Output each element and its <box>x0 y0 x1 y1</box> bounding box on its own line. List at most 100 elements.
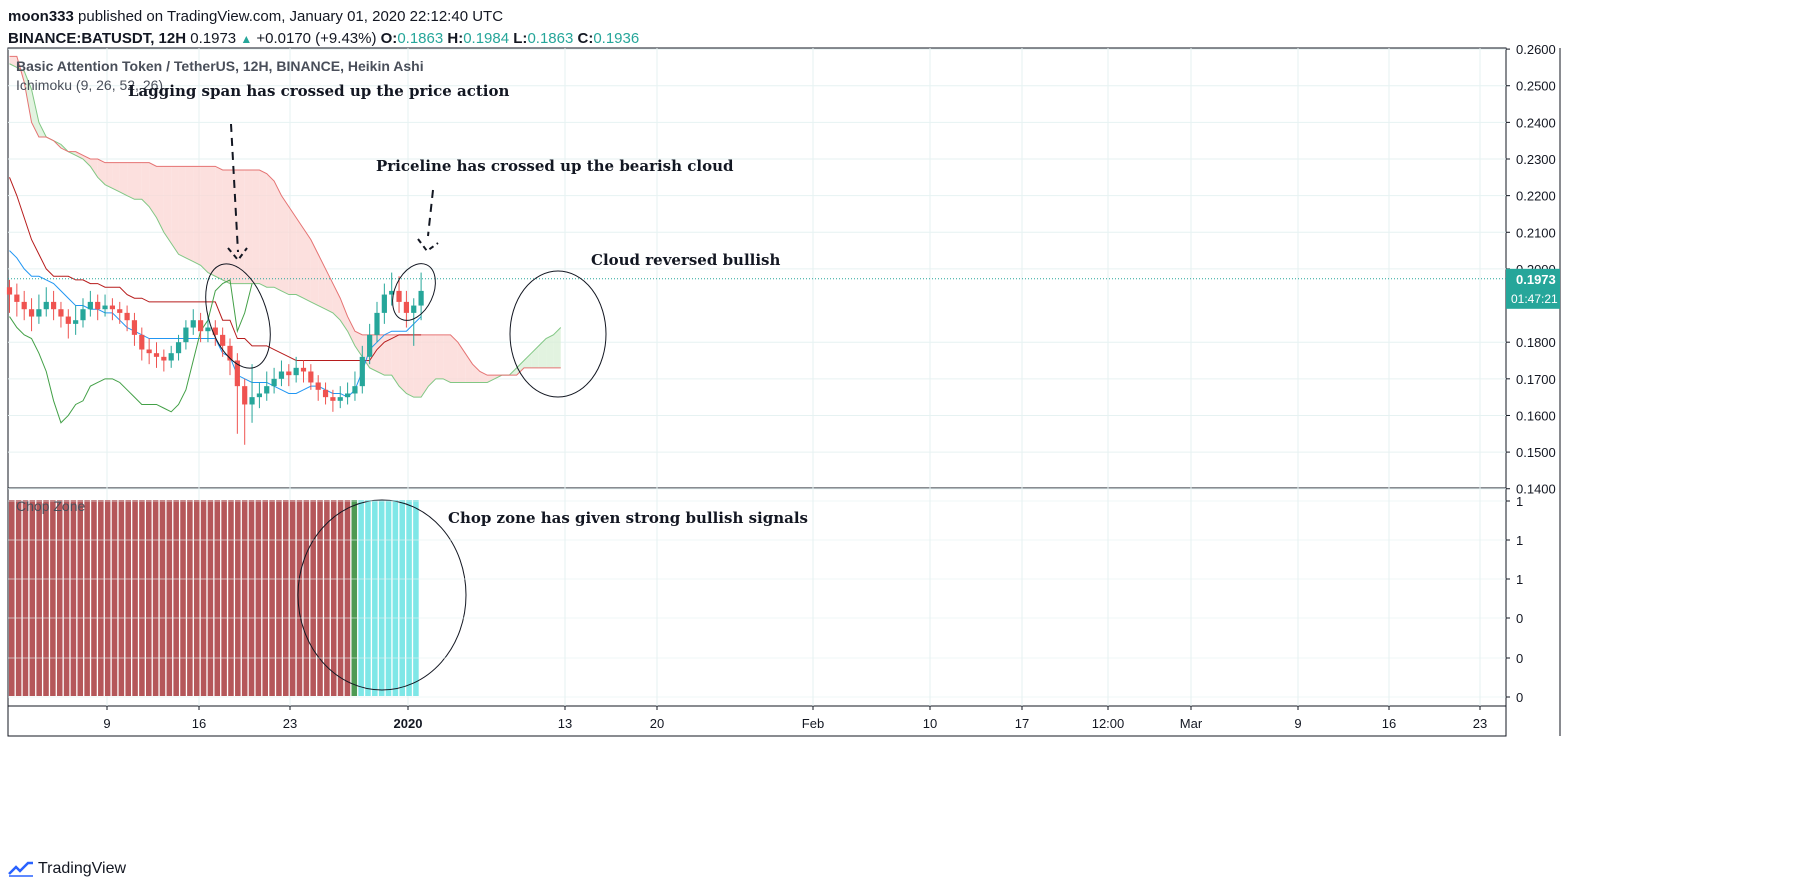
open-label: O: <box>380 30 398 47</box>
ichimoku-cloud-segment <box>75 151 83 160</box>
candle-body <box>381 294 387 313</box>
last-price-label: 0.1973 <box>1516 272 1556 287</box>
chop-zone-bar <box>200 500 207 696</box>
chop-zone-bar <box>378 500 385 696</box>
ellipse-lagging-span <box>205 263 271 369</box>
chop-zone-bar <box>283 500 289 696</box>
candle-body <box>286 371 292 376</box>
candle-body <box>14 294 20 302</box>
candle-body <box>80 309 86 321</box>
candle-body <box>131 320 138 335</box>
chop-zone-bar <box>193 500 200 696</box>
chop-zone-bar <box>180 500 186 696</box>
chop-zone-bar <box>139 500 145 696</box>
candle-body <box>175 342 182 354</box>
y-tick-label: 0.2100 <box>1516 225 1556 240</box>
candle-body <box>220 334 226 346</box>
annotation-chop-zone: Chop zone has given strong bullish signa… <box>448 509 808 527</box>
arrow-lagging-span <box>230 123 239 253</box>
ichimoku-cloud-segment <box>193 166 201 266</box>
candle-body <box>161 356 167 361</box>
ichimoku-cloud-segment <box>97 159 106 185</box>
chop-zone-bar <box>36 500 42 696</box>
ichimoku-cloud-segment <box>546 334 554 368</box>
chop-zone-bar <box>228 500 234 696</box>
chop-zone-bar <box>351 500 358 696</box>
indicator-label: Ichimoku (9, 26, 52, 26) <box>16 77 163 93</box>
ichimoku-cloud-segment <box>171 166 179 255</box>
x-tick-label: 12:00 <box>1092 716 1125 731</box>
y-tick-label: 0 <box>1516 690 1523 705</box>
chop-zone-bar <box>63 500 70 696</box>
chop-zone-bar <box>221 500 227 696</box>
high-label: H: <box>447 30 464 47</box>
ichimoku-cloud-segment <box>163 166 172 244</box>
candle-body <box>58 309 64 317</box>
candle-body <box>146 349 152 354</box>
candle-body <box>117 309 123 313</box>
candle-body <box>168 353 174 361</box>
time-axis <box>7 705 1507 737</box>
ichimoku-cloud-segment <box>303 228 311 302</box>
publish-info: moon333 published on TradingView.com, Ja… <box>8 8 503 25</box>
ichimoku-cloud-segment <box>90 159 98 178</box>
candle-body <box>73 320 79 324</box>
annotation-priceline: Priceline has crossed up the bearish clo… <box>376 157 734 175</box>
candle-body <box>28 309 35 317</box>
chop-zone-bar <box>77 500 84 696</box>
chop-zone-bar <box>173 500 179 696</box>
ichimoku-cloud-segment <box>215 166 223 280</box>
ichimoku-cloud-segment <box>274 180 282 291</box>
candle-body <box>315 382 321 390</box>
x-tick-label: 23 <box>283 716 297 731</box>
symbol-info: BINANCE:BATUSDT, 12H 0.1973 ▲ +0.0170 (+… <box>8 30 639 47</box>
publisher-name[interactable]: moon333 <box>8 8 74 25</box>
ichimoku-cloud-segment <box>281 195 289 295</box>
candle-body <box>330 397 336 401</box>
ichimoku-cloud-segment <box>421 334 429 398</box>
chop-zone-bar <box>43 500 49 696</box>
chop-zone-bar <box>241 500 248 696</box>
y-tick-label: 1 <box>1516 572 1523 587</box>
ichimoku-cloud-segment <box>450 334 458 383</box>
close-value: 0.1936 <box>593 30 640 47</box>
annotation-lagging-span: Lagging span has crossed up the price ac… <box>128 82 510 100</box>
y-tick-label: 0.2400 <box>1516 115 1556 130</box>
ichimoku-cloud-segment <box>340 298 348 332</box>
chop-zone-bar <box>413 500 419 696</box>
y-tick-label: 0.1400 <box>1516 482 1556 497</box>
chop-zone-bar <box>15 500 22 696</box>
y-tick-label: 0.2500 <box>1516 79 1556 94</box>
ichimoku-cloud-segment <box>332 283 341 321</box>
chop-zone-bar <box>255 500 262 696</box>
chop-zone-bar <box>337 500 344 696</box>
footer: TradingView <box>8 860 126 878</box>
ichimoku-cloud-segment <box>185 166 194 262</box>
chop-zone-bar <box>406 500 412 696</box>
candle-body <box>227 345 233 361</box>
ichimoku-cloud-segment <box>435 334 444 379</box>
ichimoku-cloud-segment <box>538 338 547 368</box>
candle-body <box>367 334 373 357</box>
annotation-cloud-reversed: Cloud reversed bullish <box>591 251 780 269</box>
chop-zone-bar <box>248 500 255 696</box>
chop-zone-bar <box>276 500 282 696</box>
last-price-badge <box>1506 268 1560 309</box>
ichimoku-cloud-segment <box>149 162 157 218</box>
y-tick-label: 0.2300 <box>1516 152 1556 167</box>
chop-zone-bar <box>56 500 63 696</box>
ichimoku-cloud-segment <box>222 169 230 284</box>
chop-zone-bar <box>125 500 131 696</box>
arrow-priceline <box>427 189 434 237</box>
candle-body <box>109 305 115 310</box>
ichimoku-cloud-segment <box>237 169 245 284</box>
chop-zone-bar <box>70 500 77 696</box>
chop-zone-bar <box>365 500 371 696</box>
ichimoku-cloud-segment <box>354 331 363 357</box>
y-tick-label: 0.1800 <box>1516 335 1556 350</box>
price-change: +0.0170 (+9.43%) <box>256 30 377 47</box>
footer-brand[interactable]: TradingView <box>38 860 127 877</box>
chop-zone-bar <box>262 500 268 696</box>
candle-body <box>396 290 402 302</box>
